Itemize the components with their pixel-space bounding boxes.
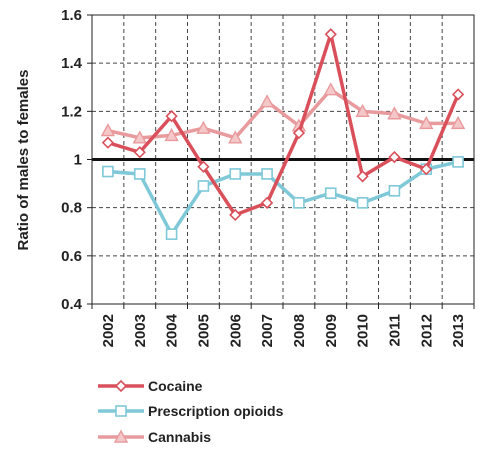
series-cocaine xyxy=(101,28,465,222)
data-point xyxy=(101,136,115,149)
data-point xyxy=(452,156,464,168)
data-point xyxy=(165,110,178,123)
data-point xyxy=(451,88,465,101)
data-point xyxy=(197,180,210,192)
y-tick-label: 0.6 xyxy=(61,248,82,265)
data-point xyxy=(164,127,179,142)
x-tick-label: 2012 xyxy=(418,314,435,347)
data-point xyxy=(419,115,434,130)
x-tick-label: 2004 xyxy=(164,313,181,347)
data-point xyxy=(293,197,305,209)
y-tick-label: 0.4 xyxy=(61,296,83,313)
y-tick-label: 0.8 xyxy=(61,200,82,217)
legend-marker xyxy=(113,429,129,443)
data-point xyxy=(102,165,114,178)
data-point xyxy=(260,196,274,209)
series-line xyxy=(107,32,460,217)
x-tick-label: 2010 xyxy=(355,314,372,347)
x-tick-label: 2007 xyxy=(259,314,276,347)
y-axis-title: Ratio of males to females xyxy=(15,70,32,251)
y-tick-label: 1.2 xyxy=(61,103,82,120)
data-point xyxy=(420,163,433,176)
data-point xyxy=(324,187,337,200)
data-point xyxy=(165,228,178,240)
legend-item: Cannabis xyxy=(98,429,211,445)
x-tick-label: 2006 xyxy=(227,314,244,347)
x-tick-label: 2011 xyxy=(386,314,403,347)
x-tick-label: 2009 xyxy=(323,314,340,347)
x-tick-label: 2013 xyxy=(450,314,467,347)
x-tick-label: 2005 xyxy=(195,314,212,347)
data-point xyxy=(133,146,146,159)
y-tick-label: 1.4 xyxy=(61,55,83,72)
data-point xyxy=(229,208,242,222)
data-point xyxy=(259,94,275,108)
x-tick-label: 2003 xyxy=(132,314,149,347)
data-point xyxy=(197,160,210,173)
legend-marker xyxy=(115,405,127,417)
legend-item: Prescription opioids xyxy=(98,403,284,419)
data-point xyxy=(450,115,466,130)
x-tick-label: 2008 xyxy=(291,314,308,347)
y-tick-label: 1 xyxy=(74,152,82,169)
data-point xyxy=(196,120,211,134)
series-line xyxy=(107,87,459,140)
series-prescription-opioids xyxy=(102,156,464,240)
axes: 0.4 0.6 0.8 1 1.2 1.4 1.6 2002 2003 2004 2005 2006 2… xyxy=(61,7,475,347)
data-point xyxy=(388,150,401,164)
legend-label: Cannabis xyxy=(148,429,211,445)
data-point xyxy=(323,82,338,96)
y-tick-label: 1.6 xyxy=(61,7,82,24)
data-point xyxy=(355,103,370,118)
data-point xyxy=(388,185,401,197)
data-point xyxy=(261,168,273,180)
series-group xyxy=(100,28,466,240)
legend: Cocaine Prescription opioids Cannabis xyxy=(98,378,284,445)
data-point xyxy=(292,126,306,140)
legend-item: Cocaine xyxy=(98,378,203,394)
data-point xyxy=(228,130,243,144)
legend-label: Cocaine xyxy=(148,378,203,394)
data-point xyxy=(133,168,146,180)
data-point xyxy=(324,28,337,41)
data-point xyxy=(356,170,369,183)
data-point xyxy=(132,130,147,144)
legend-marker xyxy=(114,379,128,393)
x-tick-label: 2002 xyxy=(100,314,117,347)
data-point xyxy=(229,168,242,180)
data-point xyxy=(100,123,116,137)
data-point xyxy=(356,197,369,209)
data-point xyxy=(387,106,402,120)
series-cannabis xyxy=(100,82,466,144)
legend-label: Prescription opioids xyxy=(148,403,284,419)
